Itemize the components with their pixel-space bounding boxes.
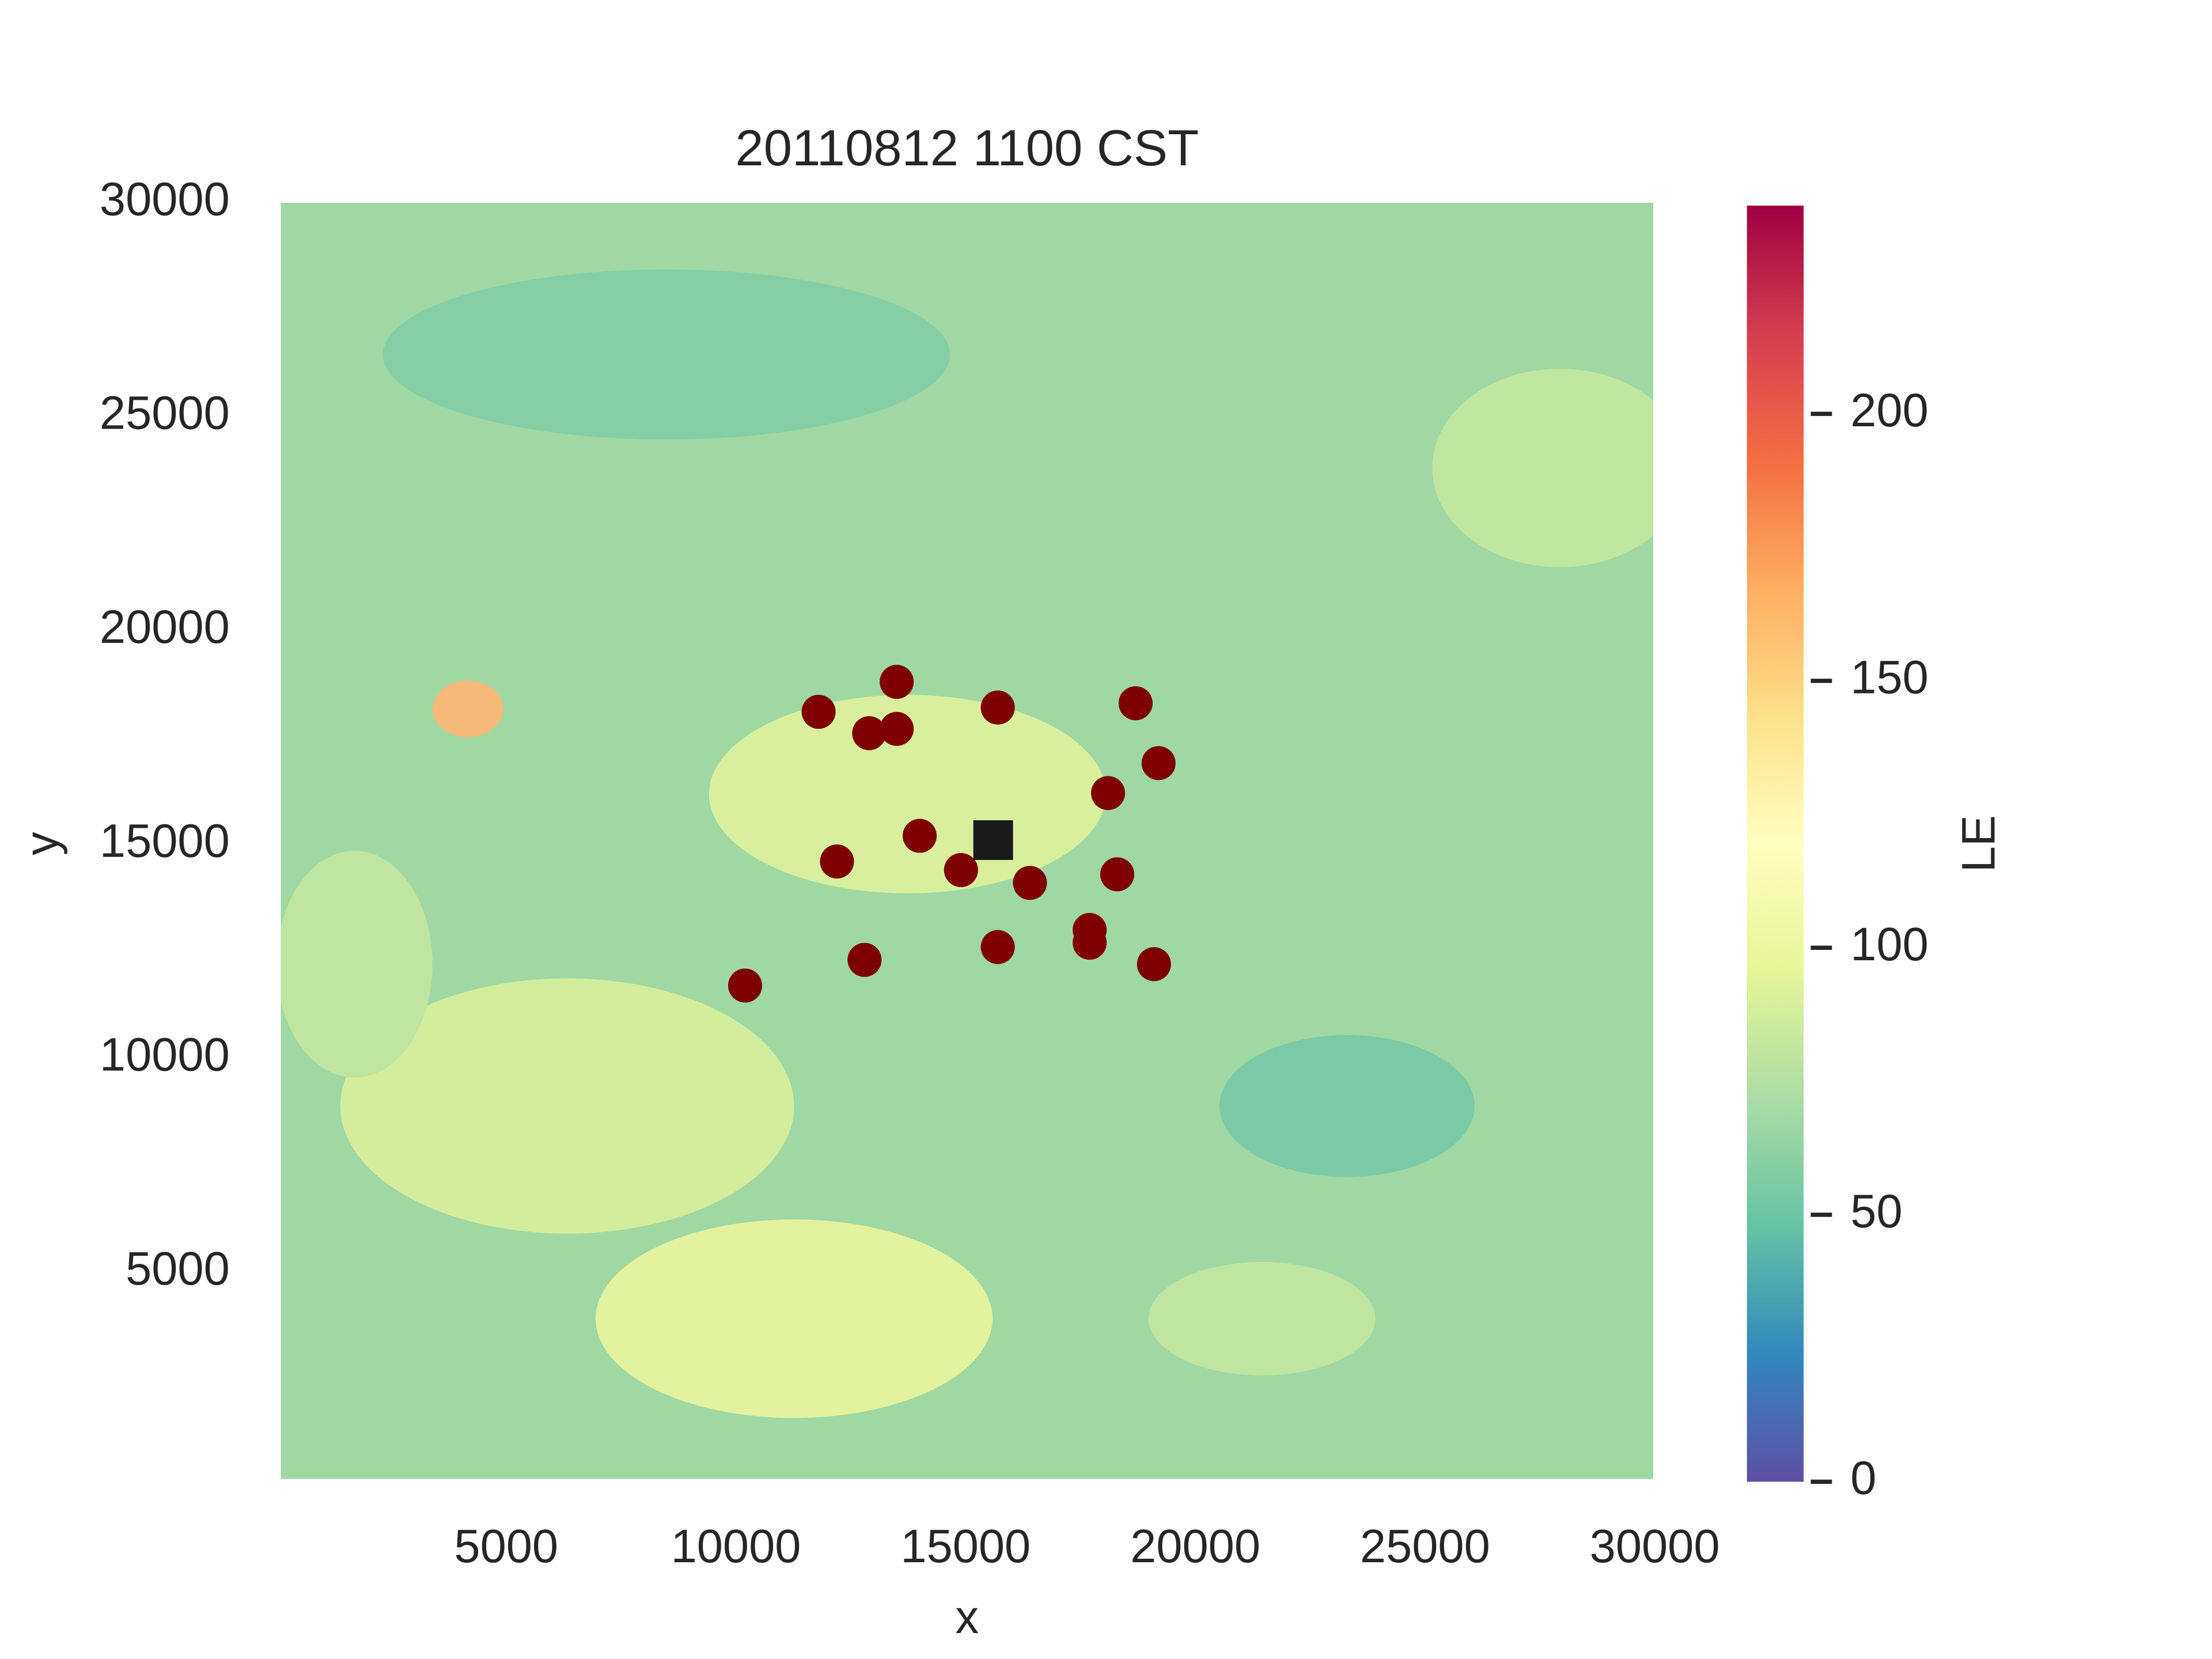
point — [980, 930, 1015, 964]
x-tick-label: 15000 — [900, 1520, 1031, 1573]
point — [1100, 857, 1135, 892]
heatmap-patch — [1148, 1262, 1376, 1376]
point — [1073, 926, 1107, 960]
y-tick-label: 10000 — [100, 1029, 230, 1081]
point — [1141, 746, 1176, 781]
heatmap-patch — [340, 978, 794, 1234]
point — [1091, 776, 1126, 810]
point — [852, 716, 887, 751]
heatmap-patch — [595, 1219, 993, 1418]
x-tick-label: 5000 — [454, 1520, 558, 1573]
colorbar-tick-label: 200 — [1850, 384, 1929, 437]
point — [1137, 947, 1171, 982]
y-axis-label: y — [16, 832, 68, 855]
colorbar-tick-label: 100 — [1850, 918, 1929, 971]
colorbar — [1747, 205, 1804, 1482]
y-tick-label: 5000 — [126, 1243, 230, 1295]
heatmap-patch — [281, 850, 433, 1078]
x-tick-label: 30000 — [1590, 1520, 1720, 1573]
center-marker — [973, 820, 1013, 860]
y-tick-label: 30000 — [100, 173, 230, 225]
point — [880, 665, 914, 699]
colorbar-tick-label: 0 — [1850, 1452, 1876, 1505]
point — [801, 695, 836, 729]
heatmap-patch — [432, 680, 503, 737]
heatmap-patch — [382, 269, 950, 440]
heatmap — [281, 203, 1654, 1479]
y-tick-label: 25000 — [100, 387, 230, 440]
point — [1118, 686, 1153, 721]
point — [944, 853, 978, 887]
point — [1013, 866, 1047, 900]
colorbar-label: LE — [1953, 815, 2005, 872]
x-tick-label: 20000 — [1130, 1520, 1260, 1573]
chart-title: 20110812 1100 CST — [735, 119, 1199, 176]
x-tick-label: 10000 — [671, 1520, 801, 1573]
point — [728, 968, 763, 1003]
x-axis-label: x — [955, 1591, 979, 1643]
point — [847, 942, 882, 977]
y-tick-label: 15000 — [100, 815, 230, 867]
colorbar-tick-label: 50 — [1850, 1185, 1902, 1237]
heatmap-patch — [1219, 1035, 1475, 1177]
point — [903, 819, 937, 853]
point — [980, 690, 1015, 725]
heatmap-patch — [1432, 369, 1654, 567]
point — [880, 711, 914, 746]
colorbar-tick-label: 150 — [1850, 651, 1929, 703]
y-tick-label: 20000 — [100, 601, 230, 653]
x-tick-label: 25000 — [1360, 1520, 1490, 1573]
point — [820, 844, 854, 879]
